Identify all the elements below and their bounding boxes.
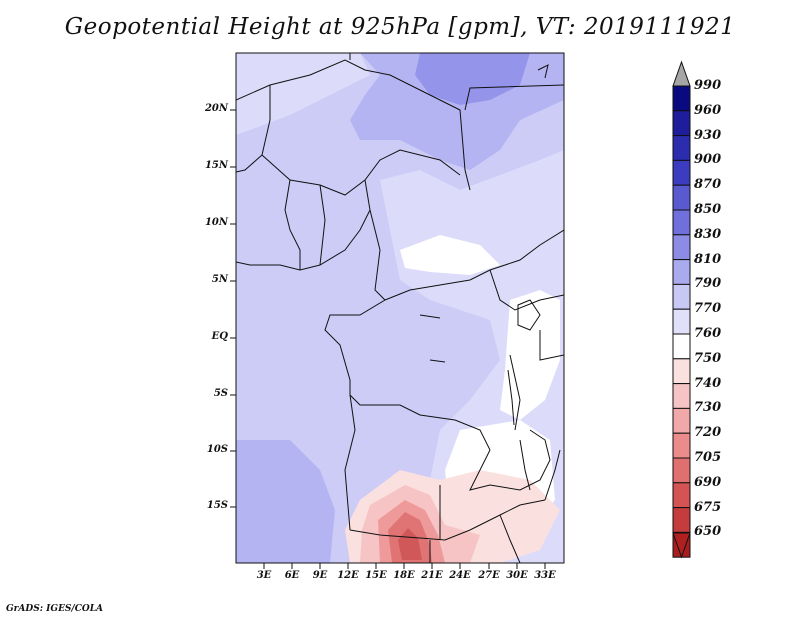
lon-label: 18E [393, 570, 415, 581]
colorbar-label: 740 [694, 375, 722, 391]
colorbar-label: 730 [694, 400, 722, 416]
lat-label: 10S [206, 444, 228, 455]
colorbar-label: 770 [694, 301, 722, 317]
border-line [469, 429, 551, 491]
border-line [464, 84, 564, 111]
lat-label: EQ [211, 331, 228, 342]
field-darkest-region [415, 53, 530, 105]
colorbar-label: 760 [694, 326, 722, 341]
colorbar-box [672, 308, 691, 335]
colorbar-label: 990 [694, 78, 722, 93]
height-field [236, 53, 564, 563]
colorbar-box [672, 110, 691, 137]
colorbar-label: 650 [694, 524, 722, 540]
colorbar-box [672, 407, 691, 434]
lon-label: 30E [506, 570, 528, 581]
border-line [544, 449, 561, 501]
colorbar-top-arrow [672, 60, 691, 87]
colorbar-label: 830 [694, 226, 722, 242]
lake-outline [537, 64, 549, 79]
colorbar-label: 790 [694, 276, 722, 292]
lon-label: 12E [337, 570, 359, 581]
colorbar-box [672, 85, 691, 112]
lake-outline [507, 369, 515, 426]
lon-label: 27E [478, 570, 500, 581]
border-line [369, 209, 564, 301]
colorbar-label: 900 [694, 152, 722, 168]
lon-ticks [263, 563, 546, 569]
border-line [489, 269, 564, 311]
colorbar-box [672, 333, 691, 360]
colorbar-box [672, 209, 691, 236]
colorbar-box [672, 259, 691, 285]
colorbar-bottom-arrow [672, 532, 691, 559]
lake-outline [517, 299, 541, 331]
map-frame [235, 52, 565, 564]
colorbar-box [672, 184, 691, 211]
field-white-region-east [500, 290, 560, 420]
colorbar-label: 810 [694, 251, 722, 267]
lon-label: 9E [312, 570, 328, 581]
field-darker-southwest [236, 440, 335, 563]
colorbar-box [672, 283, 691, 310]
lon-label: 21E [421, 570, 443, 581]
lat-label: 15N [204, 160, 228, 171]
colorbar-box [672, 432, 691, 459]
lat-label: 10N [204, 217, 228, 228]
colorbar-label: 675 [694, 499, 722, 515]
colorbar-box [672, 358, 691, 385]
border-line [319, 184, 326, 266]
colorbar-label: 705 [694, 450, 722, 465]
border-line [499, 514, 521, 563]
colorbar-label: 960 [694, 102, 722, 118]
colorbar-label: 750 [694, 350, 722, 366]
colorbar-label: 870 [694, 177, 722, 193]
border-line [236, 59, 471, 191]
colorbar-label: 930 [694, 127, 722, 143]
grads-credit: GrADS: IGES/COLA [6, 604, 104, 614]
border-line [284, 179, 301, 270]
lat-label: 15S [206, 500, 228, 511]
colorbar-label: 850 [694, 202, 722, 217]
lat-label: 20N [204, 103, 228, 114]
lon-label: 24E [449, 570, 471, 581]
colorbar-label: 720 [694, 425, 722, 441]
border-line [539, 330, 564, 361]
colorbar-box [672, 507, 691, 533]
colorbar-box [672, 135, 691, 161]
lon-label: 6E [284, 570, 300, 581]
lon-label: 15E [365, 570, 387, 581]
colorbar-box [672, 159, 691, 186]
lat-label: 5N [211, 274, 228, 285]
colorbar-label: 690 [694, 474, 722, 490]
colorbar-box [672, 457, 691, 484]
colorbar-box [672, 383, 691, 409]
lon-label: 33E [534, 570, 556, 581]
colorbar-boxes [672, 85, 691, 558]
colorbar-box [672, 482, 691, 509]
lake-outline [419, 314, 446, 363]
field-white-region [400, 235, 500, 275]
lake-outline [519, 439, 531, 491]
field-red-dark-region [398, 528, 422, 560]
colorbar [672, 60, 691, 559]
lat-label: 5S [213, 388, 228, 399]
border-line [349, 499, 546, 541]
border-line [509, 354, 521, 431]
lat-ticks [230, 109, 236, 508]
lon-label: 3E [256, 570, 272, 581]
country-borders [236, 53, 564, 563]
colorbar-box [672, 234, 691, 261]
chart-title: Geopotential Height at 925hPa [gpm], VT:… [64, 14, 736, 40]
border-line [344, 394, 356, 531]
